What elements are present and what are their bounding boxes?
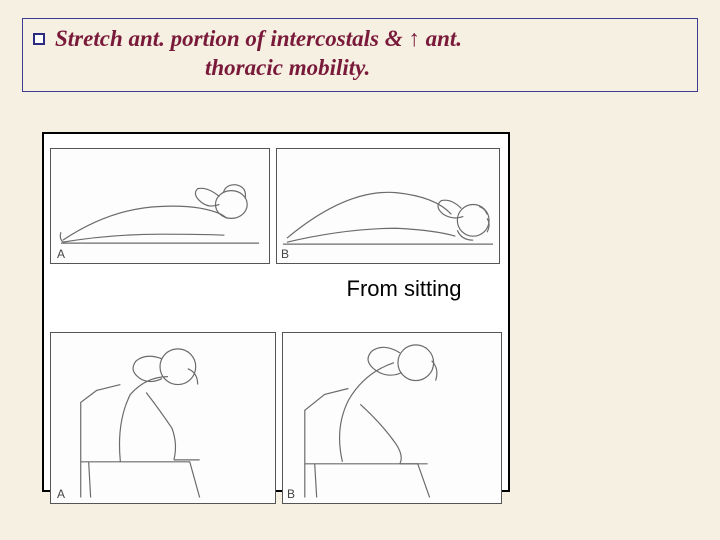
bullet-icon (33, 33, 45, 45)
from-sitting-caption: From sitting (304, 276, 504, 302)
panel-a-label: A (57, 247, 65, 261)
supine-figure-b-icon (277, 149, 499, 264)
panel-supine-b: B (276, 148, 500, 264)
figure-frame: A B From sitting (42, 132, 510, 492)
panel-sitting-a: A (50, 332, 276, 504)
panel-d-label: B (287, 487, 295, 501)
panel-c-label: A (57, 487, 65, 501)
sitting-figure-b-icon (283, 333, 501, 503)
panel-b-label: B (281, 247, 289, 261)
panel-sitting-b: B (282, 332, 502, 504)
title-line-1: Stretch ant. portion of intercostals & ↑… (55, 25, 683, 54)
title-box: Stretch ant. portion of intercostals & ↑… (22, 18, 698, 92)
title-line-2: thoracic mobility. (55, 54, 683, 83)
supine-figure-a-icon (51, 149, 269, 264)
slide-title: Stretch ant. portion of intercostals & ↑… (37, 25, 683, 83)
panel-supine-a: A (50, 148, 270, 264)
sitting-figure-a-icon (51, 333, 275, 503)
